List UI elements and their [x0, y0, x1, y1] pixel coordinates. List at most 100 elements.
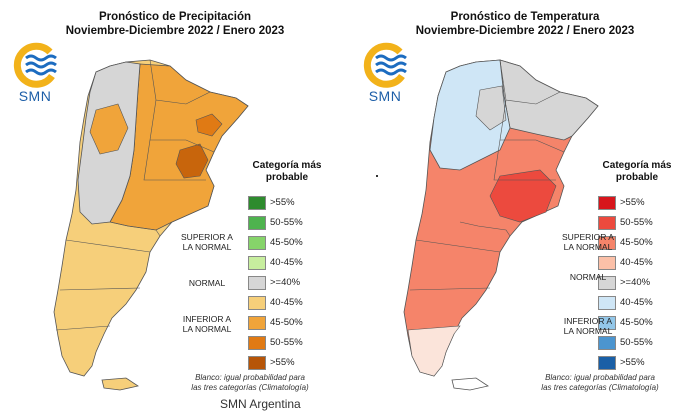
legend-title-line-1: Categoría más	[602, 160, 672, 171]
legend-label: 50-55%	[620, 337, 653, 348]
legend-item: 40-45%	[248, 296, 348, 310]
legend-swatch	[598, 196, 616, 210]
legend-item: 40-45%	[598, 296, 698, 310]
legend-item: 40-45%	[248, 256, 348, 270]
legend-label: >=40%	[270, 277, 301, 288]
legend-label: >55%	[620, 197, 645, 208]
province-borders	[55, 59, 215, 331]
legend-title-line-2: probable	[615, 172, 659, 183]
map-region-core	[489, 169, 557, 223]
legend-label: 40-45%	[270, 257, 303, 268]
map-region-northwest	[429, 59, 511, 171]
stray-dot	[376, 175, 378, 177]
legend-title: Categoría más probable	[578, 160, 696, 184]
legend-label: >55%	[270, 197, 295, 208]
footnote-line-1: Blanco: igual probabilidad para	[195, 373, 305, 382]
group-normal-label: NORMAL	[188, 278, 226, 288]
group-upper-line-2: LA NORMAL	[563, 242, 613, 252]
group-lower-line-1: INFERIOR A	[563, 316, 613, 326]
temperature-panel: Pronóstico de Temperatura Noviembre-Dici…	[350, 0, 700, 406]
legend-swatch	[248, 356, 266, 370]
legend-swatch	[598, 236, 616, 250]
legend-item: 45-50%	[248, 236, 348, 250]
legend-label: 45-50%	[270, 237, 303, 248]
legend-item: >55%	[248, 196, 348, 210]
precipitation-title: Pronóstico de Precipitación Noviembre-Di…	[0, 10, 350, 38]
legend-item: 45-50%	[598, 316, 698, 330]
temperature-footnote: Blanco: igual probabilidad para las tres…	[500, 373, 700, 393]
legend-item: 50-55%	[248, 336, 348, 350]
legend-swatch	[598, 256, 616, 270]
temperature-title: Pronóstico de Temperatura Noviembre-Dici…	[350, 10, 700, 38]
smn-sun-icon	[363, 42, 407, 88]
smn-sun-icon	[13, 42, 57, 88]
legend-item: 50-55%	[598, 216, 698, 230]
legend-swatch	[598, 216, 616, 230]
legend-label: 40-45%	[620, 257, 653, 268]
map-region-tdf	[451, 377, 490, 391]
legend-swatch	[598, 296, 616, 310]
legend-swatch	[598, 276, 616, 290]
legend-item: 45-50%	[248, 316, 348, 330]
footnote-line-2: las tres categorías (Climatología)	[541, 383, 659, 392]
group-upper-line-1: SUPERIOR A	[562, 232, 614, 242]
legend-label: 50-55%	[270, 337, 303, 348]
legend-label: 45-50%	[270, 317, 303, 328]
group-upper-line-2: LA NORMAL	[182, 242, 232, 252]
title-line-1: Pronóstico de Temperatura	[450, 11, 600, 23]
legend-item: >55%	[598, 196, 698, 210]
legend-item: >55%	[248, 356, 348, 370]
group-lower-label: INFERIOR A LA NORMAL	[178, 314, 236, 334]
legend-swatch	[248, 236, 266, 250]
legend-label: >55%	[270, 357, 295, 368]
map-region-core-2	[195, 113, 223, 137]
group-lower-label: INFERIOR A LA NORMAL	[558, 316, 618, 336]
title-line-1: Pronóstico de Precipitación	[98, 11, 252, 23]
legend-swatch	[248, 216, 266, 230]
map-region-tdf	[101, 377, 140, 391]
legend-item: 50-55%	[248, 216, 348, 230]
legend-label: 50-55%	[620, 217, 653, 228]
legend-label: 45-50%	[620, 237, 653, 248]
group-upper-label: SUPERIOR A LA NORMAL	[558, 232, 618, 252]
legend-swatch	[248, 196, 266, 210]
legend-swatch	[248, 296, 266, 310]
legend-label: 50-55%	[270, 217, 303, 228]
smn-logo: SMN	[10, 42, 58, 106]
legend-label: 40-45%	[270, 297, 303, 308]
legend-item: 45-50%	[598, 236, 698, 250]
footnote-line-1: Blanco: igual probabilidad para	[545, 373, 655, 382]
group-lower-line-2: LA NORMAL	[563, 326, 613, 336]
precipitation-footnote: Blanco: igual probabilidad para las tres…	[150, 373, 350, 393]
legend-swatch	[248, 336, 266, 350]
group-normal-label: NORMAL	[569, 272, 607, 282]
precipitation-map	[53, 59, 249, 391]
group-upper-line-1: SUPERIOR A	[181, 232, 233, 242]
smn-logo-text: SMN	[368, 88, 402, 104]
bottom-caption: SMN Argentina	[220, 397, 301, 411]
legend-label: >55%	[620, 357, 645, 368]
legend-title-line-1: Categoría más	[252, 160, 322, 171]
legend-swatch	[248, 316, 266, 330]
legend-title-line-2: probable	[265, 172, 309, 183]
map-region-northwest-grey	[475, 85, 507, 131]
group-lower-line-1: INFERIOR A	[182, 314, 232, 324]
map-region-northwest-orange	[89, 103, 129, 155]
map-region-northeast	[499, 59, 599, 141]
temperature-map	[403, 59, 599, 391]
legend-label: 45-50%	[620, 317, 653, 328]
legend-swatch	[248, 276, 266, 290]
legend-item: >=40%	[598, 276, 698, 290]
legend-swatch	[598, 316, 616, 330]
map-region-core	[175, 143, 209, 179]
footnote-line-2: las tres categorías (Climatología)	[191, 383, 309, 392]
precipitation-panel: Pronóstico de Precipitación Noviembre-Di…	[0, 0, 350, 406]
group-lower-line-2: LA NORMAL	[182, 324, 232, 334]
legend-swatch	[598, 336, 616, 350]
title-line-2: Noviembre-Diciembre 2022 / Enero 2023	[65, 25, 285, 37]
legend-label: >=40%	[620, 277, 651, 288]
group-upper-label: SUPERIOR A LA NORMAL	[178, 232, 236, 252]
legend-title: Categoría más probable	[228, 160, 346, 184]
smn-logo-text: SMN	[18, 88, 52, 104]
legend-item: >=40%	[248, 276, 348, 290]
